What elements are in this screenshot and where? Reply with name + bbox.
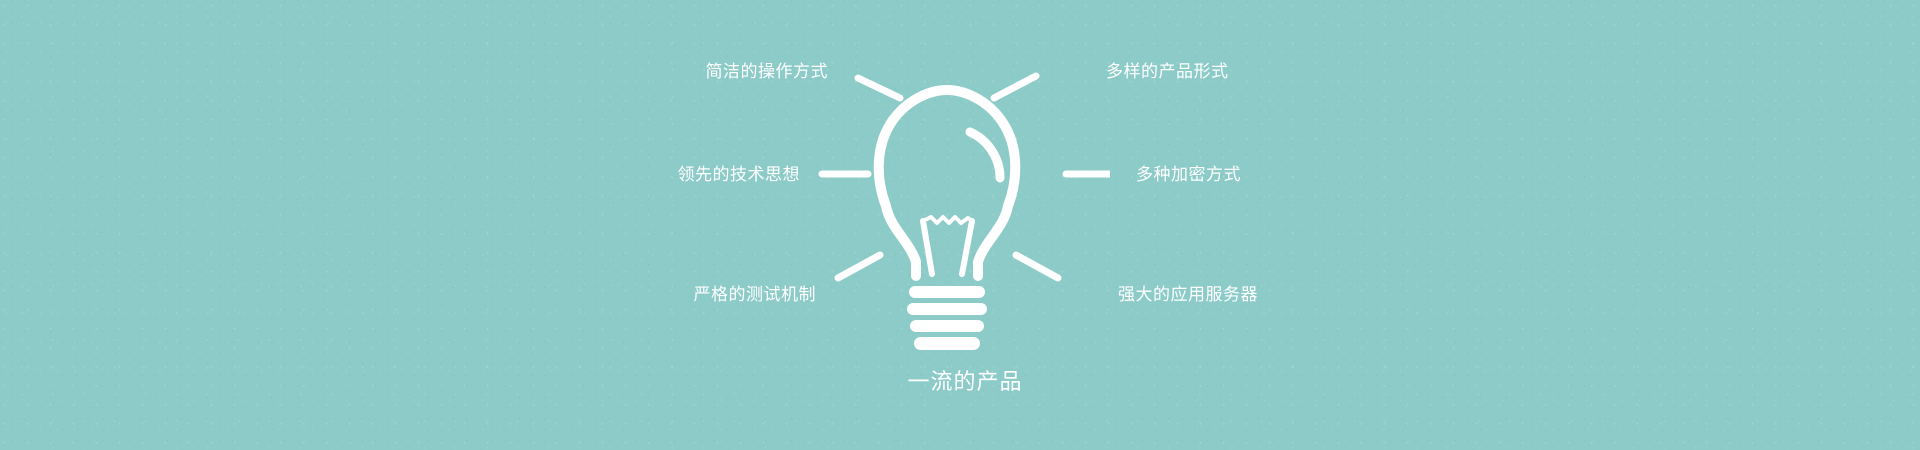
lightbulb-icon xyxy=(818,72,1110,350)
bulb-highlight xyxy=(965,127,1005,183)
ray-bottom-right xyxy=(1012,251,1062,282)
ray-top-right xyxy=(990,72,1040,102)
page-title: 一流的产品 xyxy=(907,370,1023,395)
feature-label-strict-testing: 严格的测试机制 xyxy=(693,285,816,305)
bulb-filament xyxy=(921,215,974,225)
feature-label-advanced-technology: 领先的技术思想 xyxy=(677,165,800,185)
feature-label-simple-operation: 简洁的操作方式 xyxy=(705,62,828,82)
bulb-glass xyxy=(873,85,1021,281)
bulb-base xyxy=(907,286,987,350)
feature-label-diverse-products: 多样的产品形式 xyxy=(1106,62,1229,82)
ray-top-left xyxy=(854,74,904,102)
ray-bottom-left xyxy=(834,251,884,282)
feature-label-encryption: 多种加密方式 xyxy=(1136,165,1241,185)
feature-label-app-server: 强大的应用服务器 xyxy=(1118,285,1258,305)
